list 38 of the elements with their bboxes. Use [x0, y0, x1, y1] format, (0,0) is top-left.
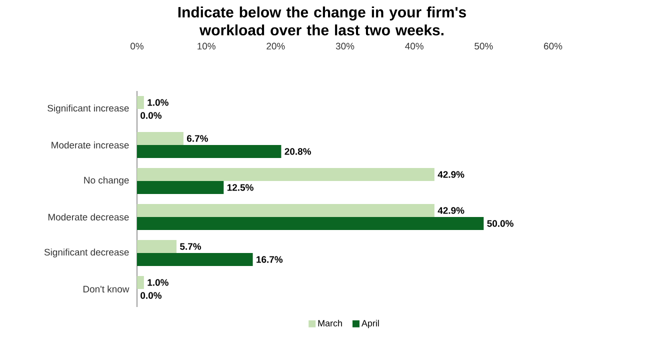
data-label: 16.7% [256, 256, 283, 263]
y-tick-label: Significant decrease [44, 248, 129, 258]
chart-title: Indicate below the change in your firm's workload over the last two weeks. [178, 6, 466, 36]
x-tick-label: 40% [405, 42, 424, 50]
bar [137, 276, 144, 290]
bar [137, 96, 144, 110]
y-tick-label: Significant increase [48, 104, 129, 114]
x-tick-label: 50% [474, 42, 493, 50]
x-tick-label: 60% [544, 42, 562, 50]
data-label: 1.0% [148, 279, 168, 286]
data-label: 5.7% [180, 243, 202, 250]
data-label: 0.0% [140, 292, 162, 299]
bar [137, 253, 253, 266]
data-label: 20.8% [284, 148, 312, 155]
legend-label: April [362, 320, 379, 328]
bar [137, 217, 484, 230]
y-tick-label: Moderate decrease [48, 214, 129, 220]
data-label: 50.0% [487, 220, 514, 227]
bar [137, 132, 184, 146]
y-tick-label: No change [84, 176, 129, 186]
data-label: 6.7% [187, 135, 208, 142]
data-label: 12.5% [227, 184, 254, 191]
x-tick-label: 0% [130, 42, 144, 50]
y-tick-label: Don't know [83, 286, 130, 292]
bar [137, 168, 434, 182]
bar [137, 204, 434, 218]
legend-label: March [318, 320, 342, 326]
data-label: 42.9% [438, 207, 464, 214]
x-tick-label: 30% [336, 42, 354, 50]
data-label: 1.0% [148, 99, 168, 106]
x-tick-label: 10% [198, 42, 216, 50]
data-label: 42.9% [438, 171, 464, 178]
y-tick-label: Moderate increase [52, 142, 129, 148]
x-tick-label: 20% [266, 42, 285, 50]
bar [137, 145, 282, 158]
bar [137, 181, 224, 194]
bar [137, 240, 177, 254]
data-label: 0.0% [140, 112, 162, 119]
